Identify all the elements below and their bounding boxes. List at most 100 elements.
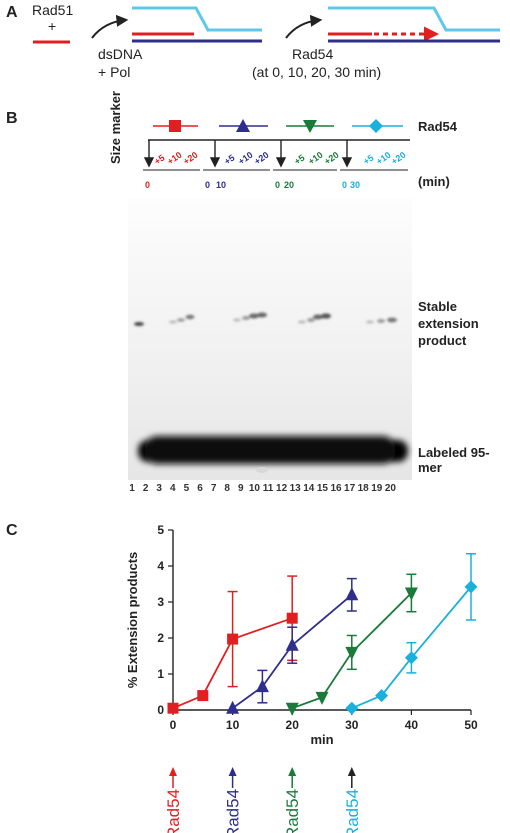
lane-number: 14	[303, 483, 315, 494]
group-cyan-header	[352, 119, 403, 133]
stable-product-bands	[134, 312, 397, 326]
substrate-top-strand	[132, 6, 262, 32]
data-point-diamond	[464, 580, 478, 594]
y-tick-label: 2	[157, 631, 164, 645]
red-t0: 0	[145, 180, 150, 190]
rad54-addition-arrows	[143, 140, 353, 168]
cyan-t30: 30	[350, 180, 360, 190]
rad54-arrow-20: Rad54	[283, 767, 302, 833]
lane-number: 17	[344, 483, 356, 494]
lane-number: 20	[385, 483, 397, 494]
series-line	[232, 594, 353, 709]
lane-number: 19	[371, 483, 383, 494]
panel-b-gel: 0 +5 +10 +20 0 10 +5 +10 +20 0 20 +5 +10…	[128, 119, 412, 494]
series-line	[291, 592, 413, 710]
x-tick-label: 0	[170, 718, 177, 732]
gel-background	[128, 198, 412, 480]
lane-number: 2	[143, 483, 149, 494]
blue-add20: +20	[252, 150, 270, 167]
lane-number: 16	[330, 483, 342, 494]
lane-number: 9	[238, 483, 244, 494]
green-add5: +5	[292, 153, 306, 167]
red-square-marker	[169, 120, 181, 132]
arrow-head	[228, 767, 237, 776]
panel-c-letter: C	[6, 522, 18, 539]
lane-number: 10	[249, 483, 261, 494]
stable-product-label: Stable extension product	[418, 298, 479, 349]
lane-number: 13	[290, 483, 302, 494]
data-point-triangle-up	[345, 587, 359, 601]
data-point-diamond	[404, 651, 418, 665]
stable-line-3: product	[418, 333, 467, 348]
group-blue-header	[219, 119, 268, 132]
gel-artifact	[256, 467, 268, 473]
x-tick-label: 50	[464, 718, 478, 732]
lane-numbers: 1 2 3 4 5 6 7 8 9 10 11 12 13 14 15 16 17 18 19 20	[129, 483, 396, 494]
blue-triangle-marker	[236, 119, 250, 132]
x-tick-label: 40	[405, 718, 419, 732]
min-label: (min)	[418, 174, 450, 189]
labeled-95mer-band	[138, 436, 408, 464]
panel-b-letter: B	[6, 110, 18, 127]
data-point-triangle-down	[345, 646, 359, 660]
product-top-strand	[328, 6, 500, 32]
series-line	[172, 617, 293, 710]
cyan-add20: +20	[389, 150, 407, 167]
blue-add5: +5	[222, 153, 236, 167]
rad54-arrow-label: Rad54	[283, 789, 302, 833]
y-tick-label: 1	[157, 667, 164, 681]
y-tick-label: 4	[157, 559, 164, 573]
curved-arrow-1	[91, 14, 129, 39]
data-point-triangle-down	[404, 587, 418, 601]
group-red-header	[153, 120, 198, 132]
data-point-diamond	[375, 689, 389, 703]
rad54-times-label: (at 0, 10, 20, 30 min)	[252, 64, 382, 80]
group-green-header	[286, 120, 334, 133]
y-tick-label: 0	[157, 703, 164, 717]
rad54-label-b: Rad54	[418, 119, 458, 134]
data-point-diamond	[345, 701, 359, 715]
arrow-head	[347, 767, 356, 776]
data-point-square	[286, 612, 298, 624]
plus-sign: +	[48, 18, 57, 34]
rad54-timepoint-arrows: Rad54 Rad54 Rad54 Rad54	[164, 767, 362, 833]
data-point-triangle-down	[285, 702, 299, 716]
lane-number: 5	[184, 483, 190, 494]
green-t0: 0	[275, 180, 280, 190]
rad54-arrow-0: Rad54	[164, 767, 183, 833]
lane-number: 1	[129, 483, 135, 494]
data-point-triangle-up	[285, 637, 299, 651]
green-triangle-down-marker	[303, 120, 317, 133]
y-tick-label: 5	[157, 523, 164, 537]
cyan-diamond-marker	[369, 119, 383, 133]
data-point-square	[167, 702, 179, 714]
x-tick-label: 20	[286, 718, 300, 732]
rad54-arrow-label: Rad54	[164, 789, 183, 833]
lane-number: 6	[197, 483, 203, 494]
stable-line-2: extension	[418, 316, 479, 331]
cyan-add5: +5	[361, 153, 375, 167]
green-add20: +20	[322, 150, 340, 167]
x-axis-label: min	[310, 732, 333, 747]
rad54-arrow-label: Rad54	[343, 789, 362, 833]
series-0	[167, 575, 298, 714]
arrow-head	[169, 767, 177, 776]
lane-number: 7	[211, 483, 217, 494]
data-point-square	[197, 690, 209, 702]
arrow-head	[288, 767, 297, 776]
lane-number: 15	[317, 483, 329, 494]
rad51-label: Rad51	[32, 2, 74, 18]
chart-series	[167, 553, 478, 716]
red-add5: +5	[152, 153, 166, 167]
lane-number: 3	[156, 483, 162, 494]
series-1	[226, 577, 359, 714]
lane-number: 11	[263, 483, 274, 494]
y-tick-label: 3	[157, 595, 164, 609]
data-point-triangle-down	[315, 691, 329, 705]
y-axis-label: % Extension products	[125, 552, 140, 689]
lane-number: 12	[276, 483, 288, 494]
series-2	[285, 573, 418, 716]
lane-number: 4	[170, 483, 176, 494]
panel-a-diagram	[33, 6, 500, 44]
